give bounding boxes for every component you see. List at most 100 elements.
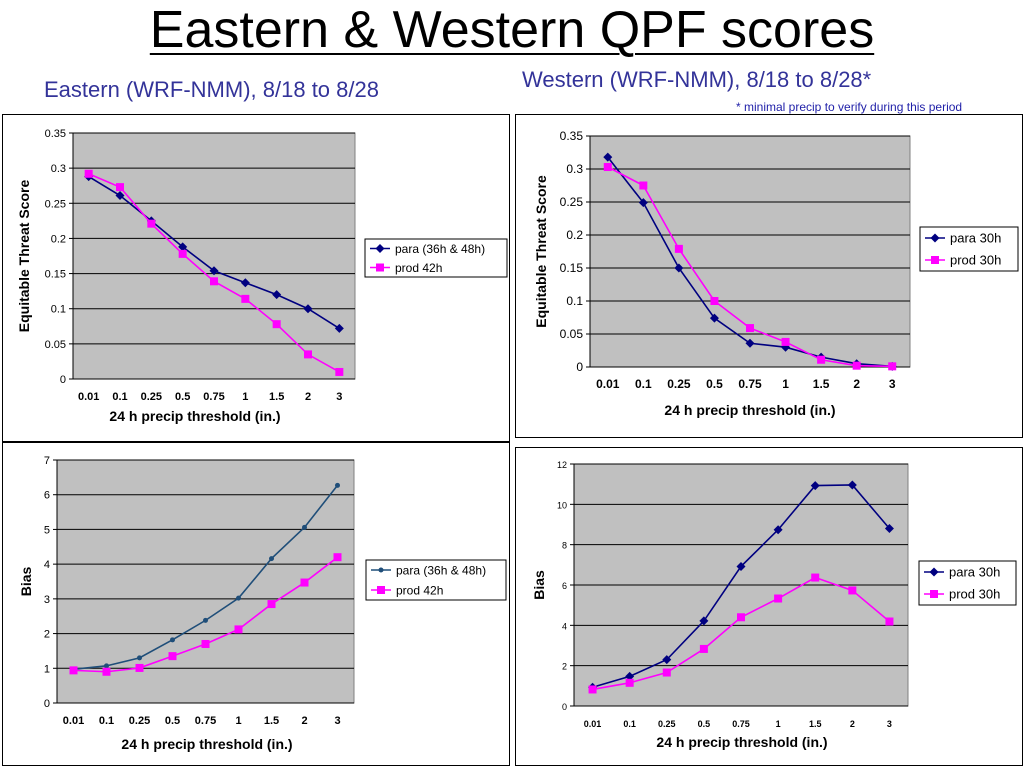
data-point <box>269 556 274 562</box>
east-heading: Eastern (WRF-NMM), 8/18 to 8/28 <box>44 77 379 102</box>
y-axis-title: Bias <box>18 567 34 597</box>
data-point <box>781 337 790 346</box>
legend-swatch-marker <box>931 256 939 264</box>
x-axis-title: 24 h precip threshold (in.) <box>109 408 280 424</box>
x-tick-label: 0.75 <box>203 391 224 403</box>
x-tick-label: 1.5 <box>809 719 822 729</box>
y-tick-label: 6 <box>562 581 567 591</box>
legend-label: prod 42h <box>396 584 443 598</box>
east-bias-svg: 0 1 2 3 4 5 6 7 0.01 0.1 0.25 0.5 0.75 1 1.5 2 3 24 h pre… <box>18 455 507 752</box>
y-tick-label: 7 <box>44 455 50 467</box>
y-tick-label: 0.2 <box>51 233 66 245</box>
data-point <box>84 169 93 178</box>
legend-label: para 30h <box>949 565 1000 580</box>
x-tick-label: 1.5 <box>813 377 830 391</box>
x-tick-label: 0.5 <box>175 391 190 403</box>
x-tick-label: 0.01 <box>63 715 84 727</box>
y-tick-label: 5 <box>44 524 50 536</box>
data-point <box>603 152 613 162</box>
x-tick-label: 0.5 <box>165 715 180 727</box>
legend-swatch-marker <box>376 263 384 272</box>
y-tick-label: 0.25 <box>560 195 584 209</box>
legend-label: para (36h & 48h) <box>396 564 486 578</box>
data-point <box>625 678 634 687</box>
x-tick-label: 0.1 <box>623 719 636 729</box>
data-point <box>170 637 175 643</box>
legend-swatch-marker <box>377 586 385 594</box>
data-point <box>304 350 312 359</box>
y-tick-label: 4 <box>562 621 567 631</box>
chart-west-ets: 0 0.05 0.1 0.15 0.2 0.25 0.3 0.35 0.01 0.1 0.25 0.5… <box>515 114 1023 438</box>
x-tick-label: 2 <box>850 719 855 729</box>
plot-area <box>72 132 356 380</box>
x-tick-label: 1 <box>235 715 241 727</box>
x-tick-label: 3 <box>889 377 896 391</box>
data-point <box>236 595 241 601</box>
x-axis-title: 24 h precip threshold (in.) <box>656 734 827 750</box>
data-point <box>885 617 894 626</box>
data-point <box>848 586 857 595</box>
data-point <box>603 163 612 172</box>
data-point <box>303 304 313 314</box>
data-point <box>335 482 340 488</box>
data-point <box>115 191 125 201</box>
y-tick-label: 4 <box>44 559 50 571</box>
data-point <box>203 617 208 623</box>
x-tick-label: 0.1 <box>635 377 652 391</box>
data-point <box>147 219 156 228</box>
data-point <box>847 480 857 490</box>
y-tick-label: 2 <box>562 662 567 672</box>
y-axis-title: Equitable Threat Score <box>533 175 549 328</box>
y-tick-label: 0.05 <box>560 327 584 341</box>
page-title: Eastern & Western QPF scores <box>149 1 875 59</box>
data-point <box>137 655 142 661</box>
x-tick-label: 0.75 <box>738 377 762 391</box>
y-tick-label: 0.25 <box>45 198 66 210</box>
data-point <box>178 249 187 258</box>
x-tick-label: 1 <box>782 377 789 391</box>
data-point <box>201 639 210 648</box>
y-tick-label: 0.3 <box>566 162 583 176</box>
x-tick-label: 1 <box>242 391 248 403</box>
chart-east-ets: 0 0.05 0.1 0.15 0.2 0.25 0.3 0.35 0.01 0.1 0.25 0.5… <box>2 114 510 442</box>
x-tick-label: 0.1 <box>99 715 114 727</box>
data-point <box>135 663 144 672</box>
data-point <box>817 355 826 364</box>
data-point <box>745 338 755 348</box>
legend-box <box>364 238 508 278</box>
data-point <box>888 362 897 371</box>
data-point <box>272 290 282 300</box>
y-tick-label: 8 <box>562 541 567 551</box>
x-tick-label: 0.1 <box>112 391 127 403</box>
x-tick-label: 3 <box>887 719 892 729</box>
y-axis-title: Equitable Threat Score <box>16 180 32 333</box>
data-point <box>302 524 307 530</box>
plot-area <box>589 135 911 368</box>
data-point <box>69 666 78 675</box>
east-ets-svg: 0 0.05 0.1 0.15 0.2 0.25 0.3 0.35 0.01 0.1 0.25 0.5… <box>16 128 508 424</box>
data-point <box>625 671 635 681</box>
y-tick-label: 0.3 <box>51 163 66 175</box>
west-bias-svg: 0 2 4 6 8 10 12 0.01 0.1 0.25 0.5 0.75 1 1.5 2 3 24 h pr… <box>531 460 1017 750</box>
data-point <box>102 667 111 676</box>
data-point <box>234 625 243 634</box>
legend-label: para 30h <box>950 231 1001 246</box>
legend-swatch-marker <box>375 244 385 253</box>
x-tick-label: 0.75 <box>195 715 216 727</box>
legend-swatch-marker <box>929 567 939 577</box>
data-point <box>746 324 754 333</box>
x-axis-title: 24 h precip threshold (in.) <box>664 402 835 418</box>
y-tick-label: 0 <box>576 360 583 374</box>
x-tick-label: 0.5 <box>706 377 723 391</box>
chart-west-bias: 0 2 4 6 8 10 12 0.01 0.1 0.25 0.5 0.75 1 1.5 2 3 24 h pr… <box>515 447 1023 766</box>
data-point <box>709 313 719 323</box>
y-tick-label: 12 <box>557 460 567 470</box>
data-point <box>699 616 709 626</box>
chart-east-bias: 0 1 2 3 4 5 6 7 0.01 0.1 0.25 0.5 0.75 1 1.5 2 3 24 h pre… <box>2 442 510 766</box>
y-tick-label: 3 <box>44 594 50 606</box>
legend-label: para (36h & 48h) <box>395 242 485 256</box>
x-tick-label: 0.25 <box>129 715 150 727</box>
legend-swatch-marker <box>930 233 940 243</box>
data-point <box>699 644 708 653</box>
data-point <box>267 600 276 609</box>
